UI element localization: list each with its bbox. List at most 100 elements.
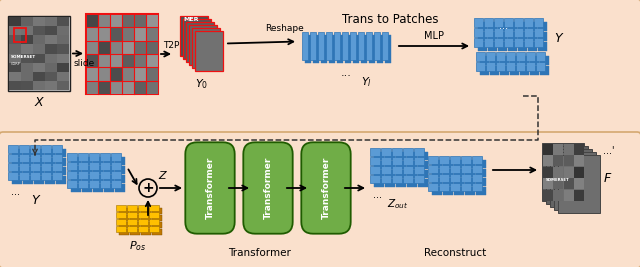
Bar [494,18,503,27]
Bar [111,153,121,161]
Bar [374,32,380,60]
Bar [418,170,428,178]
Bar [100,162,110,170]
Bar [478,42,487,51]
Bar [89,162,99,170]
Bar [152,229,162,235]
Bar [21,17,33,26]
Bar [506,62,515,71]
FancyBboxPatch shape [186,142,235,234]
Bar [500,56,509,65]
Text: ...: ... [340,68,351,78]
Bar [538,42,547,51]
Bar [396,161,406,169]
Bar [374,179,384,187]
Bar [418,161,428,169]
Bar [78,153,88,161]
Bar [67,153,77,161]
Bar [334,32,340,60]
Bar [33,72,45,81]
Bar [490,66,499,75]
Bar [100,180,110,188]
Bar [443,160,453,168]
Bar [385,152,395,160]
Bar [183,19,211,59]
Bar [111,41,122,54]
Bar [382,32,388,60]
Bar [514,38,523,47]
Bar [130,208,140,214]
Bar [127,212,137,218]
Bar [450,183,460,191]
Bar [45,158,55,166]
Bar [9,63,21,72]
Bar [450,156,460,164]
Bar [21,44,33,53]
Bar [381,175,391,183]
Bar [381,166,391,174]
Bar [9,44,21,53]
Bar [57,63,69,72]
Text: Transformer: Transformer [228,248,291,258]
Bar [99,81,110,94]
Bar [302,32,308,60]
Bar [381,157,391,165]
Bar [67,180,77,188]
Bar [461,174,471,182]
Bar [122,81,134,94]
Bar [474,28,483,37]
Bar [111,28,122,41]
Bar [530,66,539,75]
Bar [111,162,121,170]
Bar [45,72,57,81]
Bar [484,18,493,27]
Bar [392,148,402,156]
Bar [99,28,110,41]
Bar [100,153,110,161]
Text: MER: MER [183,17,198,22]
Bar [392,157,402,165]
Bar [428,156,438,164]
Text: X: X [35,96,44,109]
Bar [23,167,33,175]
Bar [528,32,537,41]
Text: ...: ... [499,21,509,31]
Bar [480,66,489,75]
Bar [21,35,33,44]
Bar [134,81,146,94]
Bar [8,145,18,153]
Bar [122,28,134,41]
Bar [147,28,158,41]
Bar [310,32,316,60]
Bar [536,62,545,71]
Bar [149,226,159,232]
Bar [524,28,533,37]
Bar [138,212,148,218]
Bar [8,154,18,162]
Bar [14,28,26,42]
Bar [21,63,33,72]
Bar [33,44,45,53]
Bar [476,160,486,168]
Bar [504,38,513,47]
Bar [374,170,384,178]
Bar [564,190,574,201]
Bar [104,175,114,183]
Bar [574,155,584,166]
Bar [71,184,81,192]
Bar [407,161,417,169]
Bar [528,22,537,31]
Bar [119,215,129,221]
Bar [564,144,574,155]
Bar [30,163,40,171]
Bar [119,222,129,228]
Bar [574,190,584,201]
Text: Reshape: Reshape [266,24,305,33]
Bar [418,152,428,160]
Bar [465,178,475,186]
Bar [476,178,486,186]
Bar [34,158,44,166]
Bar [465,187,475,195]
Bar [432,169,442,177]
Bar [86,14,158,94]
